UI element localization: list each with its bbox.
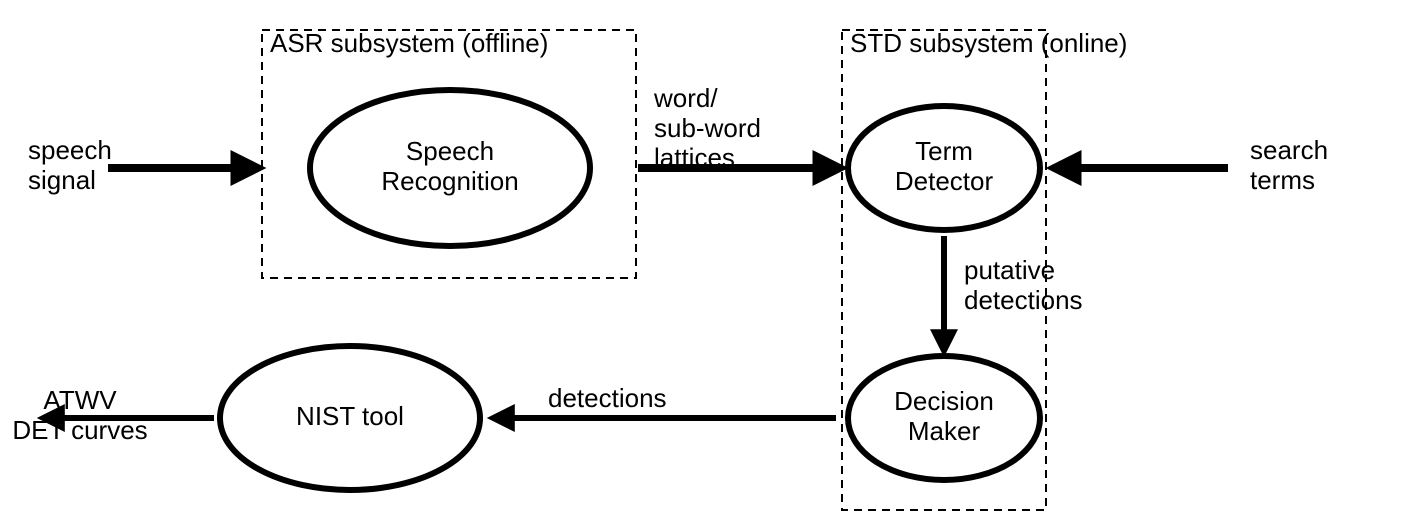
label-word_lattices-2: lattices bbox=[654, 143, 735, 173]
label-search_terms-1: terms bbox=[1250, 165, 1315, 195]
node-label-term_detector-1: Detector bbox=[895, 166, 994, 196]
subsystem-title-std: STD subsystem (online) bbox=[850, 28, 1127, 58]
node-label-term_detector-0: Term bbox=[915, 136, 973, 166]
node-nist_tool: NIST tool bbox=[220, 346, 480, 490]
label-atwv-1: DET curves bbox=[12, 415, 147, 445]
node-label-speech_recognition-0: Speech bbox=[406, 136, 494, 166]
node-label-decision_maker-1: Maker bbox=[908, 416, 981, 446]
label-word_lattices-1: sub-word bbox=[654, 113, 761, 143]
node-speech_recognition: SpeechRecognition bbox=[310, 90, 590, 246]
label-speech_signal-0: speech bbox=[28, 135, 112, 165]
label-putative_detections-0: putative bbox=[964, 255, 1055, 285]
label-word_lattices-0: word/ bbox=[653, 83, 718, 113]
label-speech_signal-1: signal bbox=[28, 165, 96, 195]
node-decision_maker: DecisionMaker bbox=[848, 356, 1040, 480]
label-putative_detections-1: detections bbox=[964, 285, 1083, 315]
node-term_detector: TermDetector bbox=[848, 106, 1040, 230]
label-search_terms-0: search bbox=[1250, 135, 1328, 165]
node-label-nist_tool-0: NIST tool bbox=[296, 401, 404, 431]
label-atwv-0: ATWV bbox=[43, 385, 117, 415]
subsystem-title-asr: ASR subsystem (offline) bbox=[270, 28, 548, 58]
node-label-decision_maker-0: Decision bbox=[894, 386, 994, 416]
label-detections-0: detections bbox=[548, 383, 667, 413]
flowchart-diagram: ASR subsystem (offline) STD subsystem (on… bbox=[0, 0, 1418, 523]
node-label-speech_recognition-1: Recognition bbox=[381, 166, 518, 196]
